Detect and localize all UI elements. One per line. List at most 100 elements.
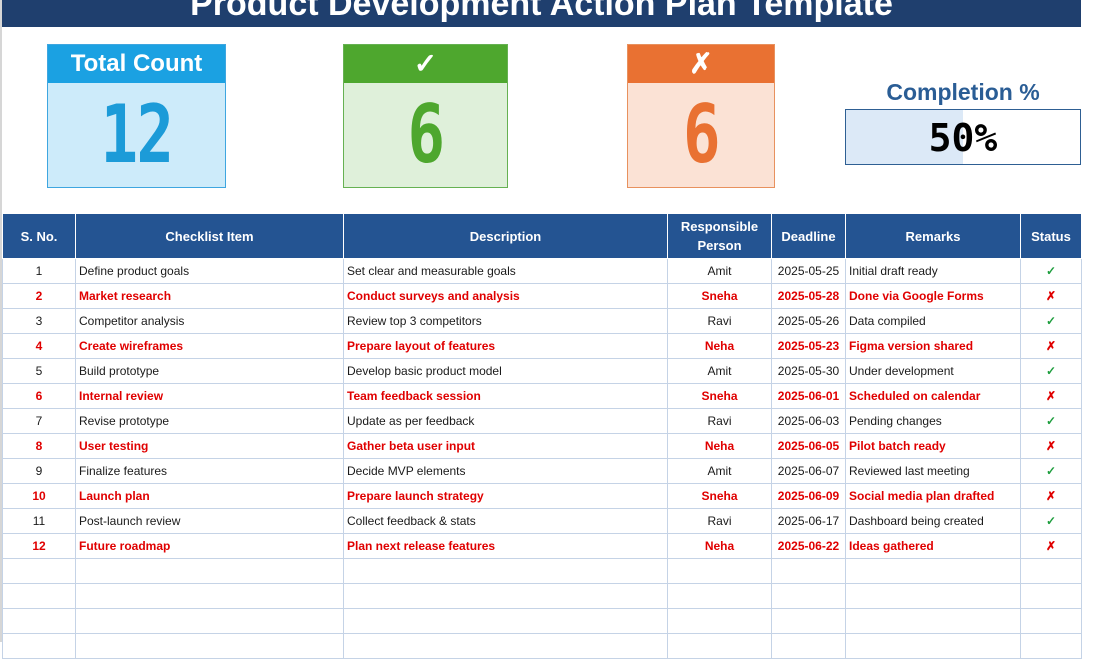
empty-cell[interactable] <box>667 633 772 659</box>
empty-cell[interactable] <box>75 583 344 609</box>
header-deadline[interactable]: Deadline <box>771 213 846 259</box>
empty-cell[interactable] <box>343 558 668 584</box>
responsible-person-cell[interactable]: Ravi <box>667 308 772 334</box>
deadline-cell[interactable]: 2025-06-22 <box>771 533 846 559</box>
responsible-person-cell[interactable]: Sneha <box>667 283 772 309</box>
responsible-person-cell[interactable]: Neha <box>667 433 772 459</box>
deadline-cell[interactable]: 2025-06-01 <box>771 383 846 409</box>
checklist-item-cell[interactable]: Finalize features <box>75 458 344 484</box>
responsible-person-cell[interactable]: Amit <box>667 358 772 384</box>
remarks-cell[interactable]: Social media plan drafted <box>845 483 1021 509</box>
checklist-item-cell[interactable]: Competitor analysis <box>75 308 344 334</box>
serial-no-cell[interactable]: 9 <box>2 458 76 484</box>
responsible-person-cell[interactable]: Ravi <box>667 408 772 434</box>
empty-cell[interactable] <box>2 583 76 609</box>
empty-cell[interactable] <box>845 633 1021 659</box>
description-cell[interactable]: Review top 3 competitors <box>343 308 668 334</box>
checklist-item-cell[interactable]: Define product goals <box>75 258 344 284</box>
deadline-cell[interactable]: 2025-06-17 <box>771 508 846 534</box>
deadline-cell[interactable]: 2025-05-26 <box>771 308 846 334</box>
status-cell[interactable]: ✓ <box>1020 358 1082 384</box>
empty-cell[interactable] <box>667 558 772 584</box>
empty-cell[interactable] <box>75 608 344 634</box>
remarks-cell[interactable]: Dashboard being created <box>845 508 1021 534</box>
status-cell[interactable]: ✓ <box>1020 508 1082 534</box>
empty-cell[interactable] <box>667 583 772 609</box>
empty-cell[interactable] <box>845 558 1021 584</box>
status-cell[interactable]: ✗ <box>1020 533 1082 559</box>
checklist-item-cell[interactable]: Build prototype <box>75 358 344 384</box>
empty-cell[interactable] <box>343 583 668 609</box>
description-cell[interactable]: Gather beta user input <box>343 433 668 459</box>
empty-cell[interactable] <box>667 608 772 634</box>
description-cell[interactable]: Prepare launch strategy <box>343 483 668 509</box>
header-status[interactable]: Status <box>1020 213 1082 259</box>
header-responsible-person[interactable]: Responsible Person <box>667 213 772 259</box>
serial-no-cell[interactable]: 1 <box>2 258 76 284</box>
empty-cell[interactable] <box>771 558 846 584</box>
status-cell[interactable]: ✓ <box>1020 458 1082 484</box>
responsible-person-cell[interactable]: Amit <box>667 258 772 284</box>
responsible-person-cell[interactable]: Neha <box>667 533 772 559</box>
deadline-cell[interactable]: 2025-05-28 <box>771 283 846 309</box>
empty-cell[interactable] <box>1020 633 1082 659</box>
responsible-person-cell[interactable]: Ravi <box>667 508 772 534</box>
status-cell[interactable]: ✗ <box>1020 283 1082 309</box>
deadline-cell[interactable]: 2025-05-30 <box>771 358 846 384</box>
deadline-cell[interactable]: 2025-05-23 <box>771 333 846 359</box>
checklist-item-cell[interactable]: Market research <box>75 283 344 309</box>
status-cell[interactable]: ✗ <box>1020 333 1082 359</box>
status-cell[interactable]: ✓ <box>1020 258 1082 284</box>
empty-cell[interactable] <box>845 583 1021 609</box>
empty-cell[interactable] <box>1020 583 1082 609</box>
remarks-cell[interactable]: Under development <box>845 358 1021 384</box>
header-checklist-item[interactable]: Checklist Item <box>75 213 344 259</box>
empty-cell[interactable] <box>1020 608 1082 634</box>
serial-no-cell[interactable]: 6 <box>2 383 76 409</box>
empty-cell[interactable] <box>2 633 76 659</box>
serial-no-cell[interactable]: 11 <box>2 508 76 534</box>
responsible-person-cell[interactable]: Neha <box>667 333 772 359</box>
empty-cell[interactable] <box>343 608 668 634</box>
empty-cell[interactable] <box>2 558 76 584</box>
deadline-cell[interactable]: 2025-06-03 <box>771 408 846 434</box>
empty-cell[interactable] <box>771 633 846 659</box>
checklist-item-cell[interactable]: Future roadmap <box>75 533 344 559</box>
status-cell[interactable]: ✗ <box>1020 433 1082 459</box>
empty-cell[interactable] <box>2 608 76 634</box>
checklist-item-cell[interactable]: Revise prototype <box>75 408 344 434</box>
deadline-cell[interactable]: 2025-06-07 <box>771 458 846 484</box>
header-remarks[interactable]: Remarks <box>845 213 1021 259</box>
empty-cell[interactable] <box>75 558 344 584</box>
empty-cell[interactable] <box>771 608 846 634</box>
status-cell[interactable]: ✓ <box>1020 408 1082 434</box>
checklist-item-cell[interactable]: Post-launch review <box>75 508 344 534</box>
responsible-person-cell[interactable]: Sneha <box>667 483 772 509</box>
responsible-person-cell[interactable]: Amit <box>667 458 772 484</box>
checklist-item-cell[interactable]: Launch plan <box>75 483 344 509</box>
checklist-item-cell[interactable]: Internal review <box>75 383 344 409</box>
description-cell[interactable]: Prepare layout of features <box>343 333 668 359</box>
description-cell[interactable]: Conduct surveys and analysis <box>343 283 668 309</box>
header-serial-no[interactable]: S. No. <box>2 213 76 259</box>
description-cell[interactable]: Collect feedback & stats <box>343 508 668 534</box>
serial-no-cell[interactable]: 2 <box>2 283 76 309</box>
checklist-item-cell[interactable]: User testing <box>75 433 344 459</box>
header-description[interactable]: Description <box>343 213 668 259</box>
description-cell[interactable]: Develop basic product model <box>343 358 668 384</box>
description-cell[interactable]: Team feedback session <box>343 383 668 409</box>
empty-cell[interactable] <box>343 633 668 659</box>
remarks-cell[interactable]: Reviewed last meeting <box>845 458 1021 484</box>
remarks-cell[interactable]: Ideas gathered <box>845 533 1021 559</box>
empty-cell[interactable] <box>771 583 846 609</box>
serial-no-cell[interactable]: 8 <box>2 433 76 459</box>
description-cell[interactable]: Update as per feedback <box>343 408 668 434</box>
remarks-cell[interactable]: Done via Google Forms <box>845 283 1021 309</box>
status-cell[interactable]: ✗ <box>1020 483 1082 509</box>
remarks-cell[interactable]: Figma version shared <box>845 333 1021 359</box>
serial-no-cell[interactable]: 12 <box>2 533 76 559</box>
remarks-cell[interactable]: Initial draft ready <box>845 258 1021 284</box>
status-cell[interactable]: ✗ <box>1020 383 1082 409</box>
remarks-cell[interactable]: Pending changes <box>845 408 1021 434</box>
remarks-cell[interactable]: Scheduled on calendar <box>845 383 1021 409</box>
